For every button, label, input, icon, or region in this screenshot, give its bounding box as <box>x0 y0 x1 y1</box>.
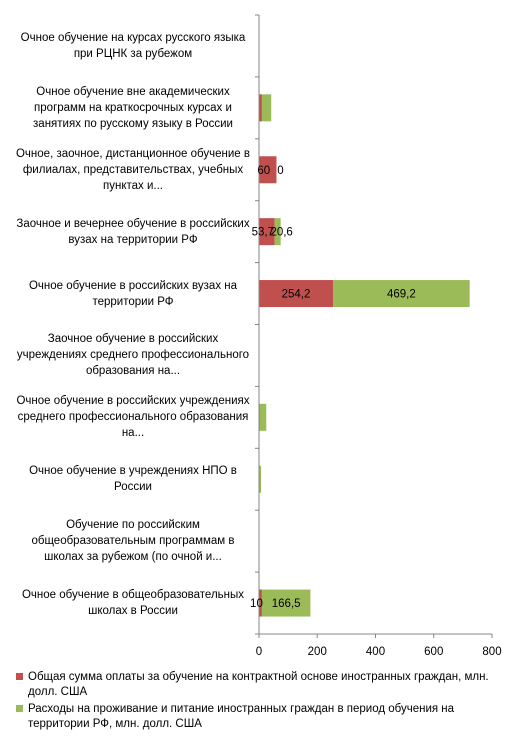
category-label: Очное обучение в общеобразовательных шко… <box>21 589 245 618</box>
bar-value-label: 20,6 <box>270 227 292 239</box>
bar-value-label: 469,2 <box>387 289 416 301</box>
bar-segment <box>259 589 262 617</box>
x-tick-label: 0 <box>256 646 262 658</box>
bar-value-label: 166,5 <box>272 598 301 610</box>
legend-item-living: Расходы на проживание и питание иностран… <box>16 702 496 732</box>
x-tick-label: 400 <box>366 646 385 658</box>
x-tick-label: 200 <box>308 646 327 658</box>
bar-value-label: 254,2 <box>282 289 311 301</box>
category-label: Очное, заочное, дистанционное обучение в… <box>15 147 250 192</box>
bar-value-label: 60 <box>257 165 270 177</box>
bar-value-label: 53,7 <box>252 227 274 239</box>
x-tick-label: 800 <box>482 646 501 658</box>
bar-segment <box>259 218 275 246</box>
bars-layer <box>259 94 470 617</box>
bar-segment <box>274 218 281 246</box>
category-label: Очное обучение в учреждениях НПО в Росси… <box>29 465 237 494</box>
axes-layer: 0 200 400 600 800 <box>255 14 502 658</box>
bar-segment <box>259 465 262 493</box>
value-labels-layer: 60 0 53,720,6 254,2 469,2 10 166,5 <box>250 165 416 610</box>
bar-segment <box>259 156 277 184</box>
bar-segment <box>261 94 272 122</box>
bar-segment <box>333 280 470 308</box>
legend-swatch-living <box>16 705 23 712</box>
x-tick-label: 600 <box>424 646 443 658</box>
category-label: Очное обучение вне академических програм… <box>33 85 233 130</box>
category-label: Очное обучение на курсах русского языка … <box>20 31 246 60</box>
category-label: Заочное обучение в российских учреждения… <box>16 333 250 378</box>
bar-value-label: 10 <box>250 598 263 610</box>
bar-segment <box>261 589 311 617</box>
legend-item-tuition: Общая сумма оплаты за обучение на контра… <box>16 670 496 700</box>
category-label: Очное обучение в российских учреждениях … <box>16 395 250 440</box>
legend: Общая сумма оплаты за обучение на контра… <box>16 670 496 734</box>
bar-segment <box>259 403 267 431</box>
bar-segment <box>259 280 334 308</box>
bar-segment <box>259 94 262 122</box>
category-label: Заочное и вечернее обучение в российских… <box>16 217 250 246</box>
category-label: Обучение по российским общеобразовательн… <box>31 519 235 564</box>
legend-swatch-tuition <box>16 673 23 680</box>
category-label: Очное обучение в российских вузах на тер… <box>28 279 238 308</box>
legend-label-tuition: Общая сумма оплаты за обучение на контра… <box>28 671 489 698</box>
bar-value-label: 0 <box>277 165 283 177</box>
legend-label-living: Расходы на проживание и питание иностран… <box>28 703 455 730</box>
